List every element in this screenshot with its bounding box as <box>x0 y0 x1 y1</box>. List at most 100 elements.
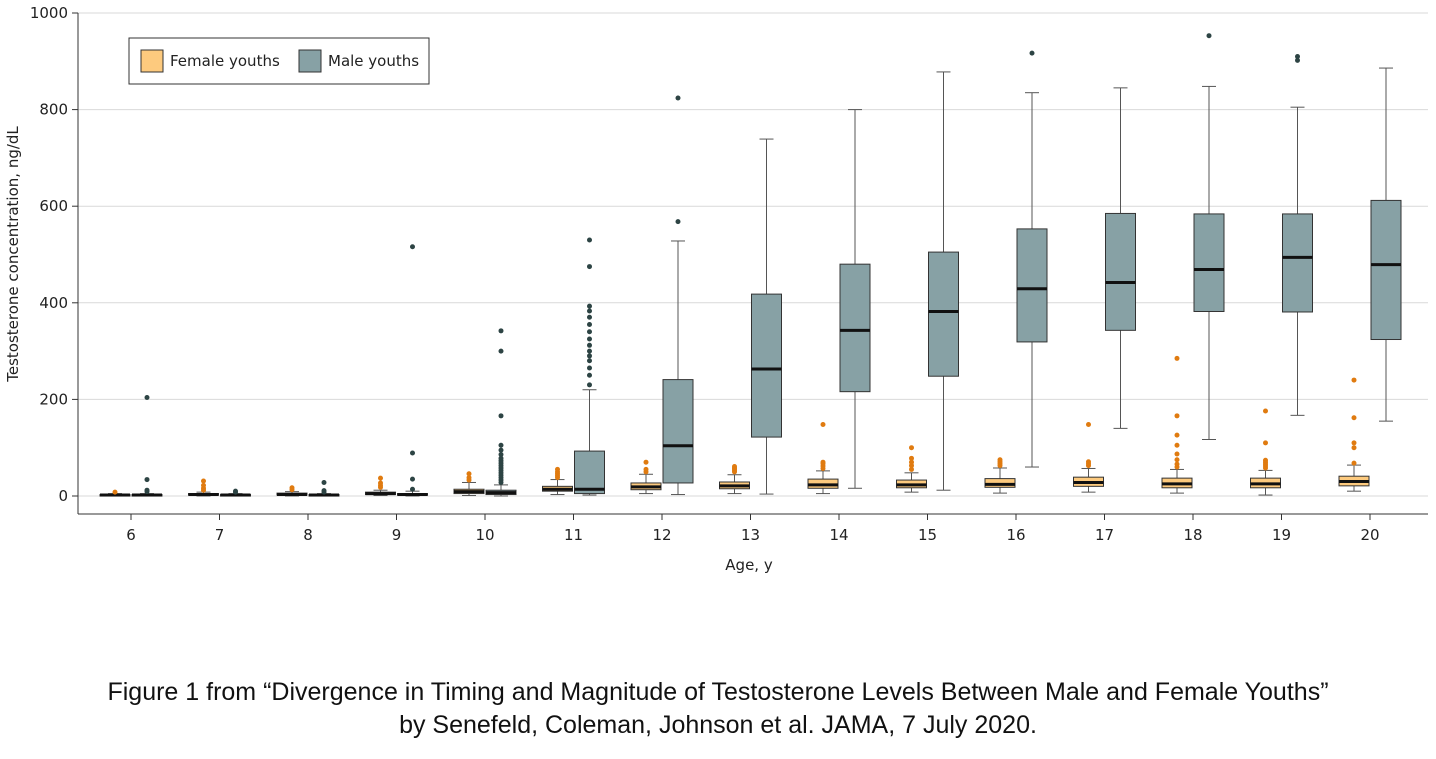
outlier-male-11-13 <box>587 264 592 270</box>
outlier-male-11-6 <box>587 342 592 348</box>
iqr-box-male-11 <box>574 450 605 495</box>
box-female-12 <box>630 459 662 495</box>
x-tick-label-13: 13 <box>741 526 760 544</box>
box-male-13 <box>751 138 782 495</box>
outlier-female-8-1 <box>289 485 295 491</box>
outlier-male-16-0 <box>1029 50 1035 56</box>
box-male-8 <box>308 479 340 497</box>
box-female-8 <box>276 485 308 497</box>
x-tick-label-9: 9 <box>392 526 402 544</box>
outlier-female-6-0 <box>112 489 118 495</box>
y-tick-label-400: 400 <box>39 294 68 312</box>
outlier-female-18-2 <box>1174 457 1180 463</box>
outlier-female-14-4 <box>820 422 826 428</box>
box-female-13 <box>719 464 750 495</box>
outlier-female-19-4 <box>1263 457 1268 463</box>
outlier-male-11-12 <box>587 303 592 309</box>
outlier-female-15-3 <box>909 455 914 461</box>
outlier-female-18-6 <box>1174 413 1180 419</box>
outlier-male-9-2 <box>410 450 415 456</box>
outlier-male-10-15 <box>498 348 504 354</box>
outlier-female-12-2 <box>643 459 649 465</box>
box-female-7 <box>188 478 219 497</box>
x-tick-label-12: 12 <box>652 526 671 544</box>
y-axis-label: Testosterone concentration, ng/dL <box>4 126 22 383</box>
iqr-box-male-15 <box>928 251 959 377</box>
outlier-female-14-3 <box>820 459 826 465</box>
outlier-female-20-0 <box>1351 460 1357 466</box>
outlier-male-6-2 <box>144 477 150 483</box>
box-male-20 <box>1370 67 1402 422</box>
y-tick-label-0: 0 <box>58 487 68 505</box>
outlier-female-15-0 <box>909 466 914 472</box>
iqr-box-male-17 <box>1105 212 1136 331</box>
box-male-19 <box>1282 53 1313 416</box>
outlier-female-18-3 <box>1174 451 1180 457</box>
legend: Female youths Male youths <box>128 37 430 85</box>
outlier-male-11-2 <box>587 365 592 371</box>
box-male-15 <box>928 71 959 491</box>
box-female-6 <box>99 489 131 497</box>
outlier-male-8-1 <box>321 488 327 494</box>
outlier-female-12-1 <box>643 466 649 472</box>
legend-swatch-female <box>140 49 164 73</box>
iqr-box-male-19 <box>1282 213 1313 313</box>
x-tick-label-14: 14 <box>829 526 848 544</box>
outlier-female-7-3 <box>201 478 206 484</box>
box-male-17 <box>1105 87 1136 429</box>
boxes <box>99 33 1402 497</box>
y-tick-label-200: 200 <box>39 390 68 408</box>
outlier-female-18-5 <box>1174 432 1180 438</box>
box-female-17 <box>1073 422 1104 493</box>
x-tick-label-17: 17 <box>1095 526 1114 544</box>
outlier-female-17-3 <box>1086 422 1091 428</box>
outlier-male-19-0 <box>1295 57 1300 63</box>
caption-line-1: Figure 1 from “Divergence in Timing and … <box>107 678 1329 706</box>
outlier-male-11-8 <box>587 329 592 335</box>
box-male-14 <box>839 109 871 489</box>
outlier-male-11-4 <box>587 353 592 359</box>
y-tick-label-800: 800 <box>39 101 68 119</box>
outlier-male-9-3 <box>410 244 415 250</box>
box-female-15 <box>896 445 927 493</box>
legend-label-female: Female youths <box>170 52 280 70</box>
outlier-male-11-10 <box>587 314 592 320</box>
x-axis-label: Age, y <box>725 556 773 574</box>
outlier-female-9-2 <box>378 480 383 486</box>
y-ticks: 0 200 400 600 800 1000 <box>30 4 78 505</box>
legend-swatch-male <box>298 49 322 73</box>
outlier-male-11-0 <box>587 382 592 388</box>
box-male-7 <box>220 488 251 497</box>
boxplot-chart: 0 200 400 600 800 1000 6 7 8 9 10 11 12 13 14 15 16 17 18… <box>4 4 1428 574</box>
outlier-female-19-6 <box>1263 408 1268 414</box>
x-tick-label-10: 10 <box>475 526 494 544</box>
outlier-male-11-5 <box>587 348 592 354</box>
x-tick-label-20: 20 <box>1360 526 1379 544</box>
outlier-male-11-11 <box>587 308 592 314</box>
axes <box>77 13 1428 515</box>
iqr-box-male-16 <box>1016 228 1048 343</box>
iqr-box-male-18 <box>1193 213 1225 312</box>
outlier-female-11-4 <box>555 466 560 472</box>
box-male-18 <box>1193 33 1225 440</box>
outlier-female-9-3 <box>378 475 383 481</box>
iqr-box-male-13 <box>751 293 782 438</box>
iqr-box-male-14 <box>839 263 871 393</box>
outlier-male-10-16 <box>498 328 504 334</box>
outlier-male-12-0 <box>675 219 681 225</box>
x-tick-label-6: 6 <box>126 526 136 544</box>
outlier-female-20-4 <box>1351 377 1357 383</box>
x-tick-label-8: 8 <box>303 526 313 544</box>
legend-label-male: Male youths <box>328 52 419 70</box>
box-male-9 <box>397 244 428 497</box>
outlier-female-20-2 <box>1351 440 1357 446</box>
outlier-male-11-14 <box>587 237 592 243</box>
iqr-box-male-20 <box>1370 199 1402 341</box>
box-female-18 <box>1161 355 1193 494</box>
outlier-male-9-1 <box>410 476 415 482</box>
x-tick-label-15: 15 <box>918 526 937 544</box>
box-female-11 <box>542 466 573 496</box>
iqr-box-male-12 <box>662 379 694 484</box>
outlier-male-11-9 <box>587 322 592 328</box>
outlier-male-10-11 <box>498 451 504 457</box>
